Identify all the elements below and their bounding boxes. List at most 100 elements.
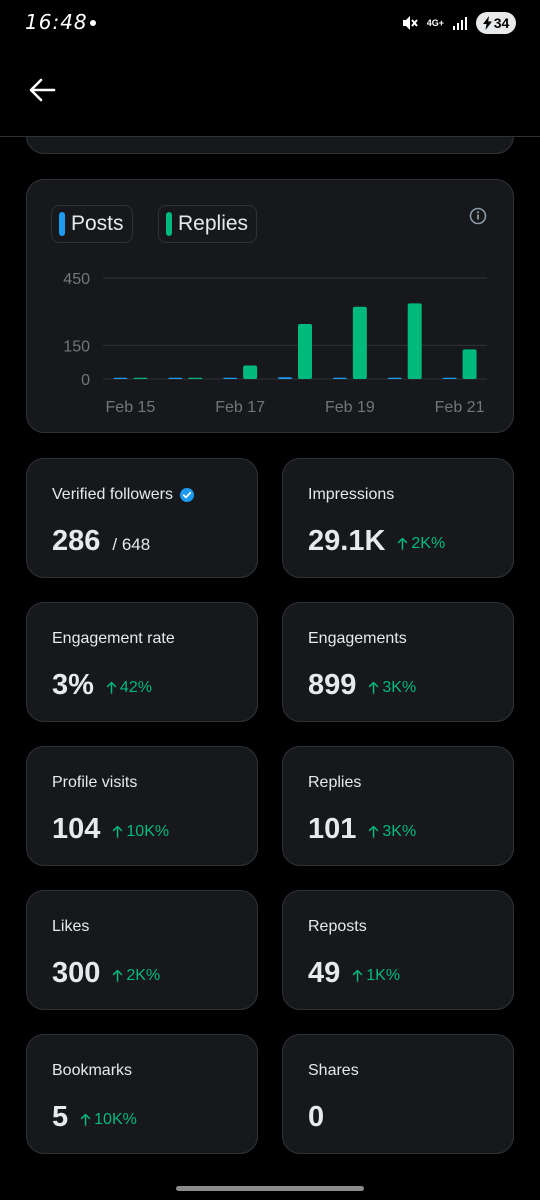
analytics-content[interactable]: Posts Replies 0 150 450 Feb 15 Feb 17 Feb 19 F… [0,137,540,1200]
stat-delta-value: 2K% [126,966,161,984]
arrow-up-icon [369,825,379,838]
x-tick-label: Feb 17 [215,399,265,416]
stat-label: Likes [52,918,90,935]
stat-label-row: Engagements [308,630,407,648]
arrow-up-icon [80,1113,91,1126]
stat-delta: 1K% [352,967,400,985]
stat-label-row: Shares [308,1062,359,1080]
stat-delta-value: 3K% [382,678,417,696]
arrow-up-icon [353,969,363,982]
stat-card[interactable]: Likes 300 2K% [26,890,258,1010]
stat-delta: 2K% [112,967,160,985]
stat-delta: 42% [106,679,152,697]
y-tick-label: 150 [63,338,90,355]
stat-value: 300 [52,957,101,989]
app-header [0,48,540,137]
previous-card [26,137,514,154]
x-tick-label: Feb 21 [435,399,485,416]
legend-replies-label: Replies [178,212,249,235]
home-indicator[interactable] [176,1186,364,1191]
bar-chart: 0 150 450 Feb 15 Feb 17 Feb 19 Feb 21 [63,271,487,416]
stat-value: 0 [308,1101,325,1133]
replies-bar [133,377,148,379]
stat-value-row: 5 10K% [52,1101,137,1134]
stat-label: Replies [308,774,362,791]
verified-badge-icon [179,488,194,502]
x-tick-label: Feb 19 [325,399,375,416]
stat-delta: 10K% [80,1111,137,1129]
arrow-up-icon [113,825,123,838]
y-tick-label: 0 [81,372,90,389]
posts-bar [442,377,457,379]
legend-posts[interactable]: Posts [51,205,133,243]
stat-card[interactable]: Impressions 29.1K 2K% [282,458,514,578]
posts-bar [278,377,292,379]
stat-value: 101 [308,813,357,845]
stat-delta-value: 42% [119,678,152,696]
replies-bar [407,303,422,379]
replies-bar [298,324,312,379]
legend-replies[interactable]: Replies [158,205,258,243]
stat-label-row: Reposts [308,918,367,936]
stat-label: Bookmarks [52,1062,133,1079]
stat-card[interactable]: Engagements 899 3K% [282,602,514,722]
stat-label: Reposts [308,918,367,935]
stat-total: / 648 [112,535,151,554]
stat-label: Engagements [308,630,407,647]
stat-card[interactable]: Verified followers 286 / 648 [26,458,258,578]
back-button[interactable] [24,72,60,108]
stat-card[interactable]: Reposts 49 1K% [282,890,514,1010]
stat-value: 286 [52,525,101,557]
stat-value-row: 0 [308,1101,324,1134]
posts-bar [168,377,183,379]
stat-label: Verified followers [52,486,173,503]
stat-delta-value: 1K% [366,966,401,984]
replies-bar [188,377,203,379]
info-icon[interactable] [469,207,487,225]
stat-label-row: Impressions [308,486,394,504]
stat-delta-value: 10K% [126,822,170,840]
stat-card[interactable]: Replies 101 3K% [282,746,514,866]
stat-delta-value: 10K% [94,1110,137,1128]
arrow-up-icon [369,681,379,694]
notification-dot-icon [90,20,96,26]
stat-card[interactable]: Engagement rate 3% 42% [26,602,258,722]
x-tick-label: Feb 15 [106,399,156,416]
stat-value: 104 [52,813,101,845]
stat-label-row: Likes [52,918,89,936]
stat-value: 49 [308,957,341,989]
status-time: 16:48 [25,10,88,34]
stat-value-row: 3% 42% [52,669,152,702]
battery-icon: 34 [476,12,516,34]
mute-icon [402,16,418,30]
arrow-up-icon [106,681,117,694]
stat-delta-value: 3K% [382,822,417,840]
stat-value-row: 300 2K% [52,957,160,990]
stat-label-row: Verified followers [52,486,195,504]
stat-value-row: 49 1K% [308,957,400,990]
activity-chart-card: Posts Replies 0 150 450 Feb 15 Feb 17 Feb 19 F… [26,179,514,433]
posts-bar [332,377,347,379]
stat-label: Engagement rate [52,630,175,647]
stat-card[interactable]: Profile visits 104 10K% [26,746,258,866]
signal-icon [453,17,467,30]
stat-label: Profile visits [52,774,138,791]
stat-delta: 10K% [112,823,169,841]
stat-card[interactable]: Shares 0 [282,1034,514,1154]
stat-value-row: 101 3K% [308,813,416,846]
stat-label-row: Engagement rate [52,630,175,648]
stat-label-row: Replies [308,774,361,792]
replies-swatch [166,212,172,236]
posts-bar [223,377,238,379]
stat-value-row: 899 3K% [308,669,416,702]
status-icons: 4G+ 34 [401,12,516,34]
stat-label-row: Profile visits [52,774,137,792]
stat-value-row: 29.1K 2K% [308,525,445,558]
arrow-up-icon [398,537,408,550]
stat-value-row: 286 / 648 [52,525,150,558]
stat-delta: 3K% [368,679,416,697]
replies-bar [462,349,477,379]
stat-label-row: Bookmarks [52,1062,132,1080]
posts-swatch [59,212,65,236]
stat-card[interactable]: Bookmarks 5 10K% [26,1034,258,1154]
